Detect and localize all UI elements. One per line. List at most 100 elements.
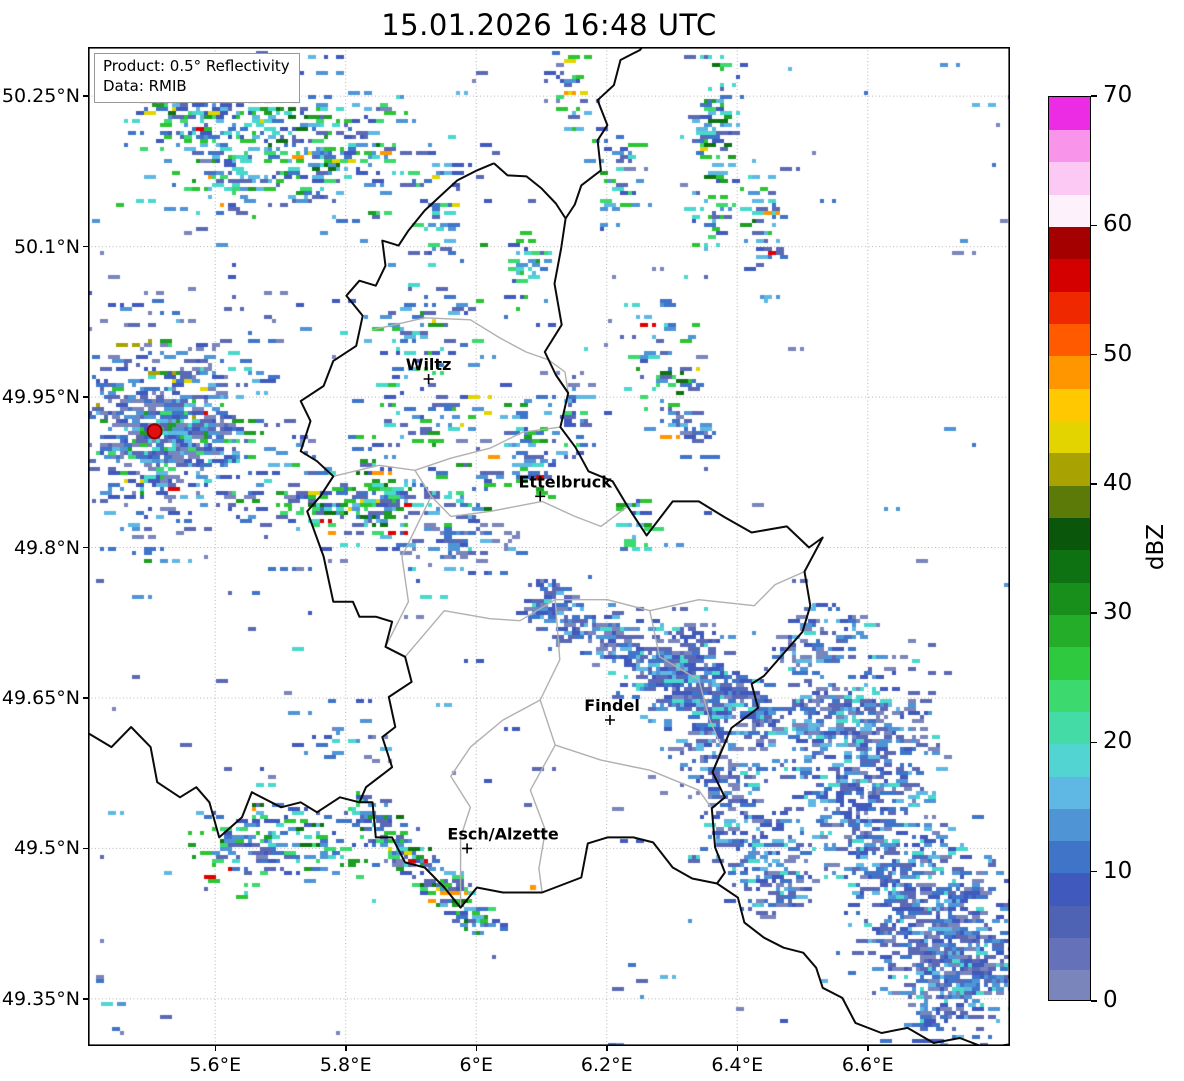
district-border (404, 570, 805, 658)
x-tick-mark (475, 1046, 478, 1051)
colorbar-unit-label: dBZ (1143, 523, 1169, 571)
y-tick-label: 49.65°N (1, 686, 80, 709)
colorbar-segment (1049, 420, 1090, 454)
colorbar-tick-label: 0 (1103, 987, 1118, 1013)
product-line: Product: 0.5° Reflectivity (103, 57, 290, 75)
radar-site-marker (146, 423, 163, 440)
district-border (414, 469, 629, 528)
y-tick-mark (83, 95, 88, 97)
colorbar-segment (1049, 258, 1090, 292)
city-marker (535, 491, 546, 502)
border-belgium-germany (564, 47, 644, 220)
colorbar-segment (1049, 323, 1090, 357)
colorbar-tick-label: 60 (1103, 211, 1133, 238)
x-tick-mark (867, 1046, 869, 1051)
district-border (554, 744, 713, 809)
y-tick-label: 50.1°N (13, 235, 80, 258)
y-tick-label: 49.95°N (1, 386, 80, 409)
y-tick-mark (83, 396, 88, 398)
colorbar-tick-mark (1091, 95, 1097, 97)
y-tick-label: 49.5°N (13, 837, 80, 860)
colorbar-tick-mark (1091, 612, 1097, 614)
colorbar-segment (1049, 581, 1090, 615)
colorbar-tick-label: 40 (1103, 469, 1133, 496)
border-france-germany (716, 882, 1010, 1046)
city-label: Wiltz (406, 355, 452, 374)
colorbar-segment (1049, 517, 1090, 551)
colorbar-segment (1049, 549, 1090, 583)
colorbar-segment (1049, 969, 1090, 1000)
x-tick-label: 6.2°E (580, 1054, 633, 1076)
colorbar-segment (1049, 226, 1090, 260)
city-marker (462, 843, 473, 854)
colorbar-segment (1049, 808, 1090, 842)
colorbar-segment (1049, 872, 1090, 906)
colorbar-tick-label: 20 (1103, 728, 1133, 755)
figure-title: 15.01.2026 16:48 UTC (381, 8, 717, 42)
radar-echo-canvas (88, 47, 1010, 1046)
x-tick-label: 5.8°E (319, 1054, 372, 1076)
colorbar (1048, 96, 1091, 1001)
district-border (649, 610, 723, 773)
city-marker (423, 374, 434, 384)
colorbar-segment (1049, 484, 1090, 518)
colorbar-tick-mark (1091, 870, 1097, 873)
y-tick-label: 49.35°N (1, 987, 80, 1010)
city-label: Esch/Alzette (447, 824, 559, 843)
colorbar-segment (1049, 711, 1090, 745)
colorbar-segment (1049, 646, 1090, 680)
colorbar-segment (1049, 97, 1090, 131)
y-tick-mark (83, 697, 88, 699)
colorbar-segment (1049, 452, 1090, 486)
colorbar-tick-mark (1091, 741, 1097, 744)
y-tick-label: 50.25°N (1, 85, 80, 108)
colorbar-tick-label: 30 (1103, 599, 1133, 626)
colorbar-segment (1049, 129, 1090, 163)
x-tick-label: 6.4°E (711, 1054, 764, 1076)
colorbar-tick-mark (1091, 1000, 1097, 1002)
product-info-box: Product: 0.5° Reflectivity Data: RMIB (94, 53, 300, 103)
colorbar-segment (1049, 937, 1090, 971)
colorbar-tick-label: 70 (1103, 82, 1133, 108)
city-label: Ettelbruck (518, 472, 612, 491)
border-france-belgium (88, 726, 360, 839)
colorbar-segment (1049, 387, 1090, 421)
colorbar-segment (1049, 614, 1090, 648)
city-label: Findel (584, 696, 640, 715)
map-plot: Wiltz Ettelbruck Findel Esch/Alzette Produc… (88, 47, 1010, 1046)
colorbar-tick-label: 10 (1103, 857, 1133, 884)
map-borders-layer: Wiltz Ettelbruck Findel Esch/Alzette (88, 47, 1010, 1046)
y-tick-label: 49.8°N (13, 536, 80, 559)
district-border (333, 426, 561, 477)
colorbar-tick-mark (1091, 483, 1097, 485)
colorbar-segment (1049, 775, 1090, 809)
colorbar-segment (1049, 840, 1090, 874)
colorbar-segment (1049, 193, 1090, 228)
colorbar-segment (1049, 678, 1090, 712)
y-tick-mark (83, 245, 88, 248)
colorbar-tick-label: 50 (1103, 340, 1133, 367)
district-border (384, 495, 432, 648)
x-tick-label: 6.6°E (841, 1054, 894, 1076)
data-source-line: Data: RMIB (103, 76, 187, 95)
plot-frame (88, 47, 1010, 1046)
colorbar-segment (1049, 161, 1090, 195)
y-tick-mark (83, 847, 88, 850)
x-tick-mark (345, 1046, 347, 1051)
city-marker (605, 715, 615, 725)
border-luxembourg (299, 162, 824, 909)
district-border (529, 599, 561, 893)
colorbar-tick-mark (1091, 353, 1097, 356)
district-border (450, 699, 541, 908)
x-tick-mark (606, 1046, 608, 1051)
district-border (372, 317, 569, 394)
x-tick-mark (736, 1046, 739, 1051)
x-tick-label: 5.6°E (189, 1054, 242, 1076)
y-tick-mark (83, 998, 88, 1000)
colorbar-segment (1049, 355, 1090, 389)
colorbar-tick-mark (1091, 224, 1097, 227)
colorbar-segment (1049, 743, 1090, 777)
x-tick-mark (214, 1046, 217, 1051)
y-tick-mark (83, 546, 88, 549)
colorbar-segment (1049, 290, 1090, 325)
